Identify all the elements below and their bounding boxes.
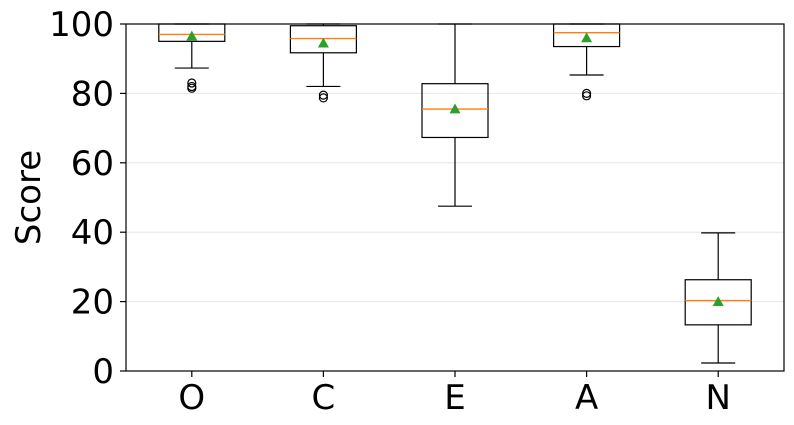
box-N: [684, 232, 752, 364]
outlier-point: [318, 90, 328, 100]
boxes: [158, 23, 752, 364]
box-A: [552, 23, 621, 101]
mean-marker: [712, 296, 724, 306]
mean-marker: [186, 30, 198, 41]
iqr-box: [421, 83, 489, 139]
outlier-point: [318, 93, 328, 103]
box-E: [421, 23, 489, 207]
outlier-point: [187, 78, 197, 88]
outlier-point: [187, 83, 197, 93]
mean-marker: [317, 37, 329, 48]
y-tick-label: 40: [71, 213, 114, 253]
y-tick-label: 60: [71, 144, 114, 184]
y-tick-label: 0: [92, 352, 114, 392]
iqr-box: [684, 279, 752, 326]
box-O: [158, 23, 226, 93]
y-axis-ticks: 0 20 40 60 80 100: [49, 5, 126, 392]
mean-marker: [449, 103, 461, 114]
x-tick-label: O: [178, 378, 205, 418]
x-tick-label: A: [575, 378, 598, 418]
mean-marker: [581, 32, 593, 43]
y-axis-label: Score: [9, 150, 49, 245]
x-tick-label: N: [705, 378, 730, 418]
box-C: [289, 23, 357, 103]
outlier-point: [581, 91, 592, 101]
x-tick-label: E: [444, 378, 465, 418]
outlier-point: [581, 88, 592, 99]
x-tick-label: C: [312, 378, 336, 418]
y-tick-label: 80: [71, 74, 114, 114]
y-tick-label: 20: [71, 283, 114, 323]
y-tick-label: 100: [49, 5, 114, 45]
